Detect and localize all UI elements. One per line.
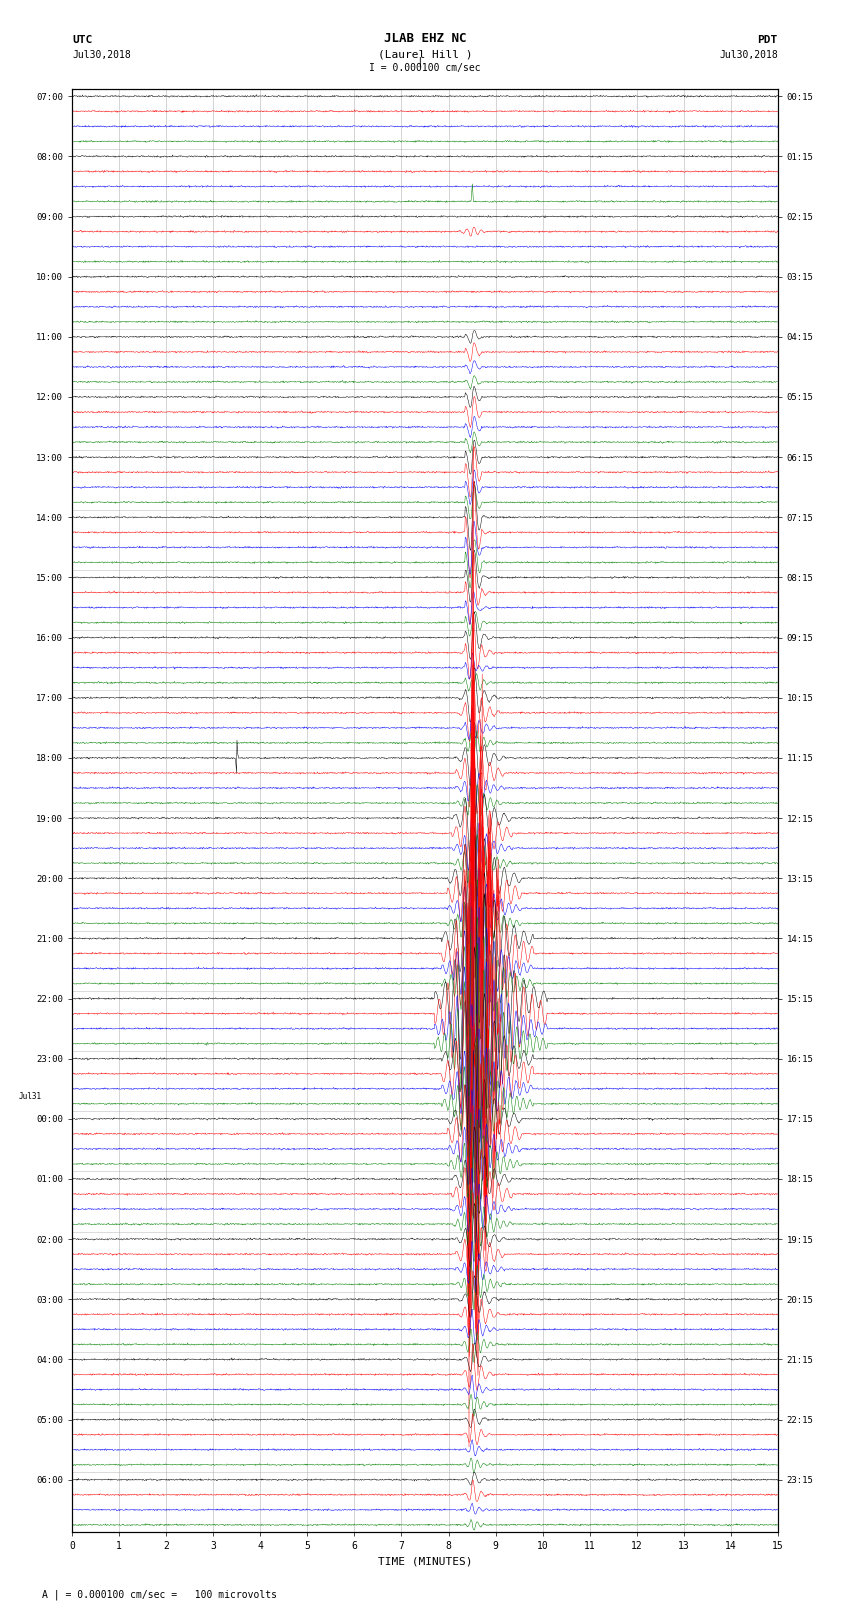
Text: UTC: UTC: [72, 35, 93, 45]
X-axis label: TIME (MINUTES): TIME (MINUTES): [377, 1557, 473, 1566]
Text: (Laurel Hill ): (Laurel Hill ): [377, 50, 473, 60]
Text: JLAB EHZ NC: JLAB EHZ NC: [383, 32, 467, 45]
Text: Jul30,2018: Jul30,2018: [719, 50, 778, 60]
Text: PDT: PDT: [757, 35, 778, 45]
Text: A | = 0.000100 cm/sec =   100 microvolts: A | = 0.000100 cm/sec = 100 microvolts: [42, 1589, 277, 1600]
Text: |: |: [416, 56, 422, 66]
Text: Jul31: Jul31: [19, 1092, 42, 1100]
Text: I = 0.000100 cm/sec: I = 0.000100 cm/sec: [369, 63, 481, 73]
Text: Jul30,2018: Jul30,2018: [72, 50, 131, 60]
